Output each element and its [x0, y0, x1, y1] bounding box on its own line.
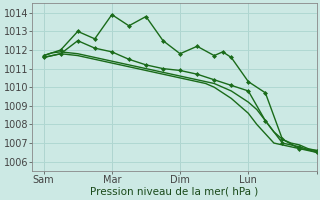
X-axis label: Pression niveau de la mer( hPa ): Pression niveau de la mer( hPa )	[90, 187, 259, 197]
